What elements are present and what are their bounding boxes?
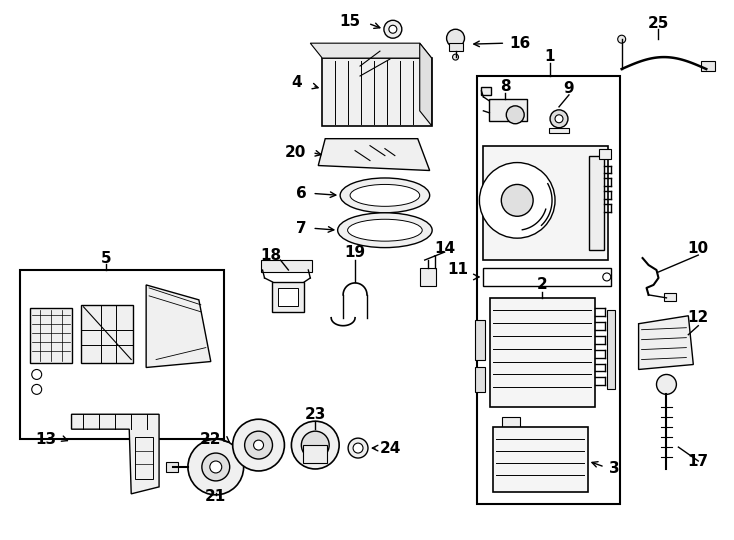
Bar <box>20 270 224 439</box>
Bar <box>322 58 432 126</box>
Circle shape <box>453 54 459 60</box>
Circle shape <box>555 115 563 123</box>
Circle shape <box>446 29 465 47</box>
Bar <box>448 43 462 51</box>
Text: 12: 12 <box>688 310 709 325</box>
Text: 4: 4 <box>291 76 302 91</box>
Text: 5: 5 <box>101 251 112 266</box>
Circle shape <box>302 431 329 459</box>
Bar <box>549 128 569 133</box>
Circle shape <box>210 461 222 473</box>
Circle shape <box>656 374 677 394</box>
Text: 16: 16 <box>509 36 531 51</box>
Bar <box>303 445 327 463</box>
Bar <box>490 99 527 121</box>
Bar <box>476 320 485 360</box>
Text: 22: 22 <box>199 431 221 447</box>
Bar <box>664 293 677 301</box>
Circle shape <box>233 419 285 471</box>
Bar <box>30 308 71 362</box>
Text: 18: 18 <box>260 247 281 262</box>
Bar <box>476 368 485 393</box>
Circle shape <box>253 440 264 450</box>
Bar <box>261 260 312 272</box>
Bar <box>589 156 604 250</box>
Circle shape <box>501 185 533 217</box>
Polygon shape <box>420 43 432 126</box>
Text: 14: 14 <box>434 241 455 255</box>
Bar <box>502 417 520 427</box>
Bar <box>599 148 611 159</box>
Polygon shape <box>319 139 429 171</box>
Bar <box>272 282 305 312</box>
Ellipse shape <box>340 178 429 213</box>
Ellipse shape <box>348 219 422 241</box>
Bar <box>81 305 133 362</box>
Circle shape <box>32 384 42 394</box>
Bar <box>490 298 595 407</box>
Circle shape <box>291 421 339 469</box>
Circle shape <box>202 453 230 481</box>
Text: 20: 20 <box>285 145 306 160</box>
Text: 19: 19 <box>344 245 366 260</box>
Bar <box>484 146 608 260</box>
Text: 7: 7 <box>296 221 306 236</box>
Text: 10: 10 <box>688 241 709 255</box>
Text: 6: 6 <box>296 186 306 201</box>
Bar <box>135 437 153 479</box>
Text: 2: 2 <box>537 278 548 293</box>
Bar <box>420 268 436 286</box>
Bar <box>166 462 178 472</box>
Text: 17: 17 <box>688 454 709 469</box>
Circle shape <box>550 110 568 128</box>
Circle shape <box>603 273 611 281</box>
Text: 9: 9 <box>564 82 574 97</box>
Bar <box>482 87 491 95</box>
Circle shape <box>506 106 524 124</box>
Bar <box>493 427 588 492</box>
Bar <box>607 310 614 389</box>
Text: 23: 23 <box>305 407 326 422</box>
Circle shape <box>348 438 368 458</box>
Ellipse shape <box>338 213 432 248</box>
Text: 8: 8 <box>500 79 511 94</box>
Polygon shape <box>310 43 432 58</box>
Polygon shape <box>146 285 211 368</box>
Text: 3: 3 <box>608 462 619 476</box>
Circle shape <box>244 431 272 459</box>
Bar <box>278 288 298 306</box>
Bar <box>477 76 619 504</box>
Bar <box>701 61 715 71</box>
Text: 13: 13 <box>35 431 57 447</box>
Polygon shape <box>639 316 694 369</box>
Circle shape <box>384 21 401 38</box>
Text: 11: 11 <box>448 262 468 278</box>
Text: 24: 24 <box>380 441 401 456</box>
Circle shape <box>618 35 625 43</box>
Circle shape <box>479 163 555 238</box>
Ellipse shape <box>350 185 420 206</box>
Text: 21: 21 <box>206 489 226 504</box>
Text: 15: 15 <box>339 14 360 29</box>
Circle shape <box>32 369 42 380</box>
Text: 1: 1 <box>545 49 556 64</box>
Circle shape <box>389 25 397 33</box>
Bar <box>484 268 611 286</box>
Circle shape <box>353 443 363 453</box>
Polygon shape <box>71 414 159 494</box>
Circle shape <box>188 439 244 495</box>
Text: 25: 25 <box>648 16 669 31</box>
